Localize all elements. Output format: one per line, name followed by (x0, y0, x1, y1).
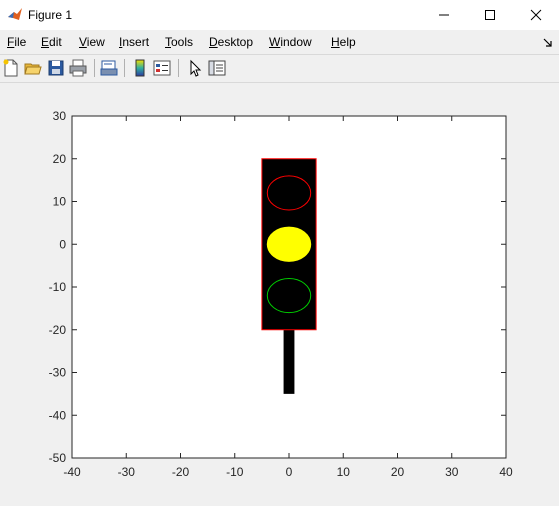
y-tick-label: -10 (49, 280, 67, 294)
menu-bar: File Edit View Insert Tools Desktop Wind… (0, 30, 559, 54)
menu-separator (0, 54, 559, 55)
menu-tools[interactable]: Tools (165, 35, 193, 49)
close-button[interactable] (513, 0, 559, 30)
y-tick-label: -40 (49, 408, 67, 422)
y-tick-label: -30 (49, 366, 67, 380)
toolbar-separator (124, 59, 125, 77)
y-tick-label: 20 (53, 152, 67, 166)
menu-file[interactable]: File (7, 35, 26, 49)
figure-toolbar (0, 55, 559, 82)
x-tick-label: -40 (63, 465, 81, 479)
menu-window-mnemonic: W (269, 35, 281, 49)
menu-file-mnemonic: F (7, 35, 15, 49)
light-yellow (266, 226, 312, 262)
menu-help[interactable]: Help (331, 35, 356, 49)
x-tick-label: 40 (499, 465, 513, 479)
title-bar: Figure 1 (0, 0, 559, 30)
x-tick-label: -20 (172, 465, 190, 479)
matlab-logo-icon (8, 8, 22, 20)
edit-plot-arrow-icon[interactable] (185, 58, 205, 78)
menu-help-label: elp (339, 35, 356, 49)
dock-figure-icon[interactable] (543, 38, 553, 48)
property-inspector-icon[interactable] (207, 58, 227, 78)
y-tick-label: -20 (49, 323, 67, 337)
menu-edit-mnemonic: E (41, 35, 50, 49)
y-tick-label: -50 (49, 451, 67, 465)
y-tick-label: 0 (59, 237, 66, 251)
window-title: Figure 1 (28, 8, 73, 22)
menu-help-mnemonic: H (331, 35, 340, 49)
menu-insert-mnemonic: I (119, 35, 123, 49)
menu-edit[interactable]: Edit (41, 35, 62, 49)
x-tick-label: -10 (226, 465, 244, 479)
x-tick-label: 10 (337, 465, 351, 479)
close-icon (530, 9, 542, 21)
axes[interactable]: -40 -30 -20 -10 0 10 20 30 40 30 20 10 0 -10 -20 -30 -40… (0, 83, 559, 503)
minimize-button[interactable] (421, 0, 467, 30)
open-file-icon[interactable] (23, 58, 43, 78)
maximize-icon (485, 10, 495, 20)
minimize-icon (439, 14, 449, 16)
menu-desktop-label: esktop (217, 35, 254, 49)
menu-tools-mnemonic: T (165, 35, 171, 49)
light-red (266, 175, 312, 211)
toolbar-separator (178, 59, 179, 77)
menu-insert-label: nsert (122, 35, 150, 49)
figure-canvas: -40 -30 -20 -10 0 10 20 30 40 30 20 10 0 -10 -20 -30 -40… (0, 83, 559, 503)
menu-window-label: indow (280, 35, 312, 49)
x-tick-label: 0 (286, 465, 293, 479)
traffic-light-pole (283, 329, 295, 394)
menu-insert[interactable]: Insert (119, 35, 149, 49)
y-tick-label: 30 (53, 109, 67, 123)
menu-edit-label: dit (49, 35, 62, 49)
light-green (266, 277, 312, 314)
menu-view[interactable]: View (79, 35, 105, 49)
menu-view-label: iew (86, 35, 105, 49)
x-tick-label: -30 (118, 465, 136, 479)
new-figure-icon[interactable] (1, 58, 21, 78)
menu-window[interactable]: Window (269, 35, 312, 49)
print-preview-icon[interactable] (99, 58, 119, 78)
print-icon[interactable] (68, 58, 88, 78)
legend-icon[interactable] (152, 58, 172, 78)
menu-file-label: ile (14, 35, 27, 49)
save-icon[interactable] (46, 58, 66, 78)
toolbar-separator-line (0, 82, 559, 83)
menu-desktop[interactable]: Desktop (209, 35, 253, 49)
toolbar-separator (94, 59, 95, 77)
menu-tools-label: ools (171, 35, 194, 49)
menu-desktop-mnemonic: D (209, 35, 218, 49)
menu-view-mnemonic: V (79, 35, 87, 49)
y-tick-label: 10 (53, 195, 67, 209)
maximize-button[interactable] (467, 0, 513, 30)
colorbar-icon[interactable] (130, 58, 150, 78)
x-tick-label: 20 (391, 465, 405, 479)
x-tick-label: 30 (445, 465, 459, 479)
